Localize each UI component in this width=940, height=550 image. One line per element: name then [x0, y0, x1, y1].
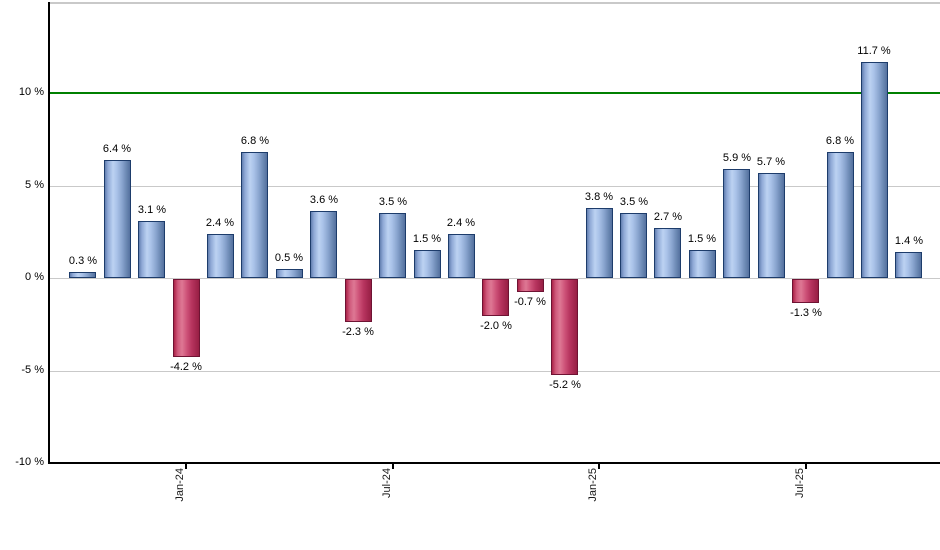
x-axis-tick-label: Jan-24 — [174, 468, 186, 502]
bar-feb-25 — [620, 213, 647, 278]
bar-feb-24 — [207, 234, 234, 278]
bar-value-label: 1.4 % — [894, 235, 924, 247]
bar-nov-23 — [104, 160, 131, 278]
bar-jun-25 — [758, 173, 785, 278]
bar-value-label: 1.5 % — [687, 233, 717, 245]
x-axis-tick — [598, 464, 600, 469]
y-axis-tick-label: -5 % — [21, 363, 44, 376]
bar-value-label: 6.8 % — [240, 135, 270, 147]
bar-aug-24 — [414, 250, 441, 278]
gridline — [50, 370, 940, 372]
x-axis-line — [48, 462, 940, 464]
x-axis-tick-label: Jul-25 — [794, 468, 806, 498]
bar-value-label: -4.2 % — [170, 361, 202, 373]
bar-value-label: 5.7 % — [756, 156, 786, 168]
bar-value-label: 3.5 % — [378, 196, 408, 208]
bar-sep-25 — [861, 62, 888, 278]
bar-value-label: 0.3 % — [68, 255, 98, 267]
bar-jan-25 — [586, 208, 613, 278]
bar-value-label: 3.6 % — [309, 194, 339, 206]
bar-jan-24 — [173, 279, 200, 357]
bar-value-label: -2.3 % — [342, 326, 374, 338]
gridline — [50, 278, 940, 279]
bar-value-label: 2.4 % — [205, 217, 235, 229]
bar-may-25 — [723, 169, 750, 278]
bar-value-label: 0.5 % — [274, 252, 304, 264]
bar-mar-25 — [654, 228, 681, 278]
bar-value-label: 5.9 % — [722, 152, 752, 164]
y-axis-line — [48, 2, 50, 464]
bar-dec-23 — [138, 221, 165, 278]
y-axis-tick-label: 0 % — [25, 271, 44, 283]
bar-value-label: 6.8 % — [825, 135, 855, 147]
y-axis-tick-label: 5 % — [25, 178, 44, 191]
bar-nov-24 — [517, 279, 544, 292]
bar-value-label: 3.1 % — [137, 204, 167, 216]
bar-dec-24 — [551, 279, 578, 375]
x-axis-tick-label: Jul-24 — [381, 468, 393, 498]
bar-sep-24 — [448, 234, 475, 278]
bar-jun-24 — [345, 279, 372, 322]
bar-value-label: 11.7 % — [857, 45, 891, 57]
bar-value-label: -5.2 % — [549, 379, 581, 391]
bar-value-label: 3.8 % — [584, 191, 614, 203]
bar-value-label: 6.4 % — [102, 143, 132, 155]
x-axis-tick — [185, 464, 187, 469]
bar-value-label: 3.5 % — [619, 196, 649, 208]
bar-oct-25 — [895, 252, 922, 278]
bar-may-24 — [310, 211, 337, 278]
plot-top-border — [50, 2, 940, 4]
gridline — [50, 185, 940, 187]
reference-line-10pct — [50, 92, 940, 94]
bar-value-label: 2.4 % — [446, 217, 476, 229]
bar-apr-25 — [689, 250, 716, 278]
x-axis-tick — [805, 464, 807, 469]
bar-value-label: -2.0 % — [480, 320, 512, 332]
bar-value-label: -1.3 % — [790, 307, 822, 319]
x-axis-tick-label: Jan-25 — [587, 468, 599, 502]
bar-aug-25 — [827, 152, 854, 278]
bar-oct-23 — [69, 272, 96, 278]
bar-apr-24 — [276, 269, 303, 278]
x-axis-tick — [392, 464, 394, 469]
bar-jul-24 — [379, 213, 406, 278]
bar-jul-25 — [792, 279, 819, 303]
bar-value-label: 2.7 % — [653, 211, 683, 223]
bar-value-label: 1.5 % — [412, 233, 442, 245]
bar-oct-24 — [482, 279, 509, 316]
y-axis-tick-label: 10 % — [18, 86, 44, 98]
bar-mar-24 — [241, 152, 268, 278]
y-axis-tick-label: -10 % — [15, 456, 44, 468]
bar-value-label: -0.7 % — [514, 296, 546, 308]
